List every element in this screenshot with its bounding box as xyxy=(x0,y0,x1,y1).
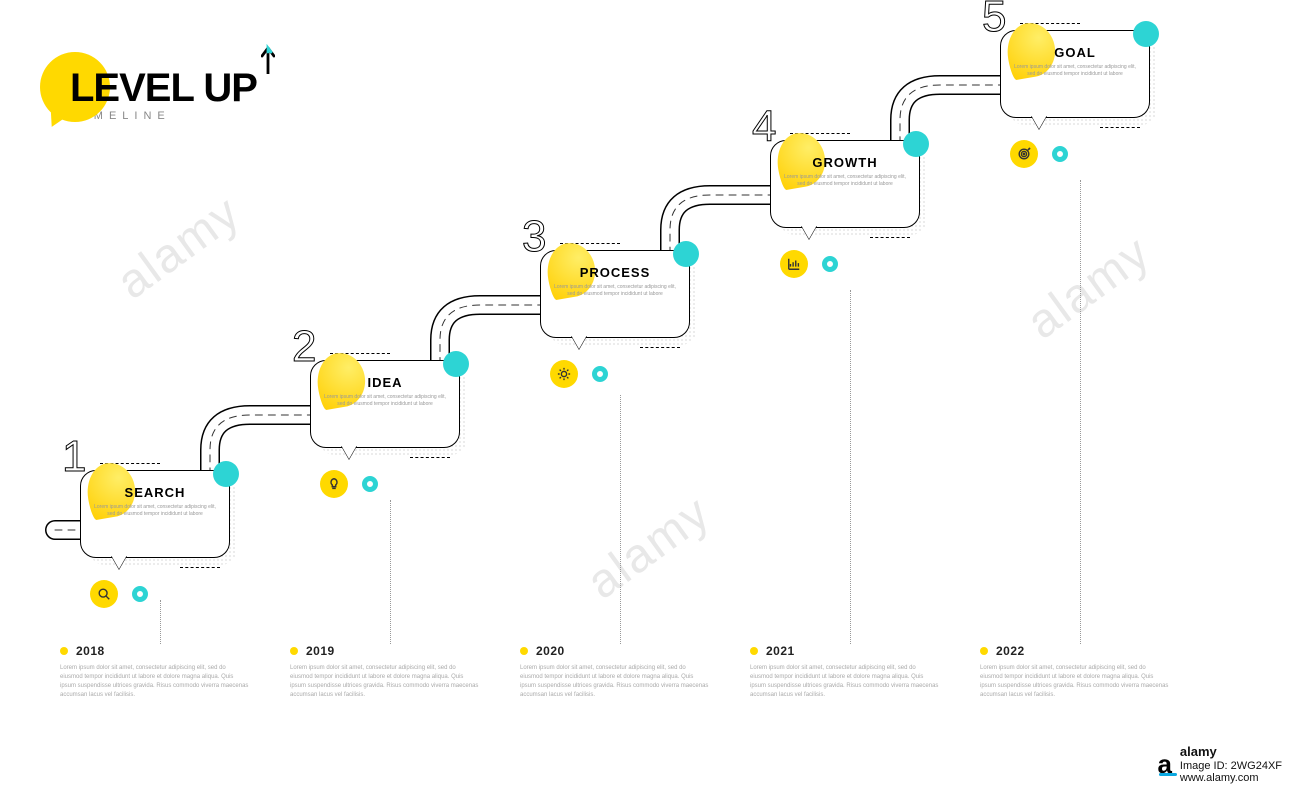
cyan-dot-accent xyxy=(213,461,239,487)
watermark-text: alamy xyxy=(577,485,721,611)
title-word-level: LEVEL xyxy=(70,66,193,110)
step-desc: Lorem ipsum dolor sit amet, consectetur … xyxy=(1013,64,1137,78)
year-block-2018: 2018 Lorem ipsum dolor sit amet, consect… xyxy=(60,644,250,700)
step-4: 4 GROWTH Lorem ipsum dolor sit amet, con… xyxy=(770,140,920,228)
step-bubble: PROCESS Lorem ipsum dolor sit amet, cons… xyxy=(540,250,690,338)
alamy-a-icon: a xyxy=(1157,749,1171,780)
step-desc: Lorem ipsum dolor sit amet, consectetur … xyxy=(553,284,677,298)
drop-line xyxy=(850,290,851,644)
step-number: 2 xyxy=(292,322,316,372)
step-title: SEARCH xyxy=(93,485,217,500)
ring-accent-icon xyxy=(362,476,378,492)
step-bubble: SEARCH Lorem ipsum dolor sit amet, conse… xyxy=(80,470,230,558)
ring-accent-icon xyxy=(132,586,148,602)
year-dot-icon xyxy=(980,647,988,655)
year-block-2021: 2021 Lorem ipsum dolor sit amet, consect… xyxy=(750,644,940,700)
year-label: 2018 xyxy=(76,644,105,658)
year-label: 2022 xyxy=(996,644,1025,658)
year-label: 2020 xyxy=(536,644,565,658)
watermark-info: alamy Image ID: 2WG24XF www.alamy.com xyxy=(1180,745,1282,785)
step-number: 4 xyxy=(752,102,776,152)
step-bubble: GROWTH Lorem ipsum dolor sit amet, conse… xyxy=(770,140,920,228)
drop-line xyxy=(160,600,161,644)
year-desc: Lorem ipsum dolor sit amet, consectetur … xyxy=(980,664,1170,700)
year-dot-icon xyxy=(60,647,68,655)
arrow-up-icon xyxy=(261,44,275,74)
year-label: 2019 xyxy=(306,644,335,658)
year-block-2020: 2020 Lorem ipsum dolor sit amet, consect… xyxy=(520,644,710,700)
watermark-logo: a alamy Image ID: 2WG24XF www.alamy.com xyxy=(1157,745,1282,785)
drop-line xyxy=(1080,180,1081,644)
cyan-dot-accent xyxy=(443,351,469,377)
dash-accent xyxy=(1100,127,1140,128)
step-desc: Lorem ipsum dolor sit amet, consectetur … xyxy=(323,394,447,408)
year-dot-icon xyxy=(750,647,758,655)
year-block-2019: 2019 Lorem ipsum dolor sit amet, consect… xyxy=(290,644,480,700)
watermark-text: alamy xyxy=(107,185,251,311)
step-number: 3 xyxy=(522,212,546,262)
year-desc: Lorem ipsum dolor sit amet, consectetur … xyxy=(750,664,940,700)
step-number: 1 xyxy=(62,432,86,482)
year-desc: Lorem ipsum dolor sit amet, consectetur … xyxy=(520,664,710,700)
year-dot-icon xyxy=(520,647,528,655)
year-dot-icon xyxy=(290,647,298,655)
gear-icon xyxy=(550,360,578,388)
ring-accent-icon xyxy=(592,366,608,382)
cyan-dot-accent xyxy=(1133,21,1159,47)
dash-accent xyxy=(640,347,680,348)
dash-accent xyxy=(410,457,450,458)
dash-accent xyxy=(870,237,910,238)
step-title: IDEA xyxy=(323,375,447,390)
step-3: 3 PROCESS Lorem ipsum dolor sit amet, co… xyxy=(540,250,690,338)
step-title: PROCESS xyxy=(553,265,677,280)
year-label: 2021 xyxy=(766,644,795,658)
year-block-2022: 2022 Lorem ipsum dolor sit amet, consect… xyxy=(980,644,1170,700)
drop-line xyxy=(620,395,621,644)
ring-accent-icon xyxy=(822,256,838,272)
step-5: 5 GOAL Lorem ipsum dolor sit amet, conse… xyxy=(1000,30,1150,118)
page-title: LEVEL UP xyxy=(70,70,257,106)
step-bubble: IDEA Lorem ipsum dolor sit amet, consect… xyxy=(310,360,460,448)
cyan-dot-accent xyxy=(903,131,929,157)
step-desc: Lorem ipsum dolor sit amet, consectetur … xyxy=(93,504,217,518)
cyan-dot-accent xyxy=(673,241,699,267)
ring-accent-icon xyxy=(1052,146,1068,162)
target-icon xyxy=(1010,140,1038,168)
year-desc: Lorem ipsum dolor sit amet, consectetur … xyxy=(290,664,480,700)
lightbulb-icon xyxy=(320,470,348,498)
search-icon xyxy=(90,580,118,608)
step-title: GOAL xyxy=(1013,45,1137,60)
dash-accent xyxy=(180,567,220,568)
title-word-up: UP xyxy=(203,66,257,110)
drop-line xyxy=(390,500,391,644)
step-title: GROWTH xyxy=(783,155,907,170)
step-2: 2 IDEA Lorem ipsum dolor sit amet, conse… xyxy=(310,360,460,448)
header: LEVEL UP TIMELINE xyxy=(70,70,257,122)
step-desc: Lorem ipsum dolor sit amet, consectetur … xyxy=(783,174,907,188)
step-1: 1 SEARCH Lorem ipsum dolor sit amet, con… xyxy=(80,470,230,558)
year-desc: Lorem ipsum dolor sit amet, consectetur … xyxy=(60,664,250,700)
chart-icon xyxy=(780,250,808,278)
step-bubble: GOAL Lorem ipsum dolor sit amet, consect… xyxy=(1000,30,1150,118)
watermark-text: alamy xyxy=(1017,225,1161,351)
